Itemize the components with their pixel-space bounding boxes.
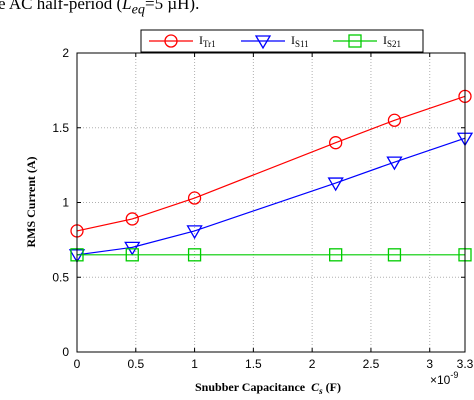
y-axis-label: RMS Current (A): [24, 156, 38, 247]
x-tick-label: 2: [309, 357, 316, 371]
x-axis-label-symbol-sub: s: [318, 386, 323, 396]
series-line: [76, 95, 466, 232]
x-axis-label: Snubber Capacitance Cs (F): [195, 380, 341, 396]
x-tick-label: 2.5: [363, 357, 380, 371]
data-point-marker: [386, 156, 403, 171]
legend: ITr1 IS11 IS21: [140, 29, 424, 53]
caption-symbol: L: [122, 0, 132, 13]
legend-label-subscript: S11: [295, 39, 309, 49]
x-tick-label: 0: [74, 357, 81, 371]
caption-subscript: eq: [131, 1, 145, 18]
y-tick-label: 0.5: [52, 270, 69, 284]
x-tick-label: 3.3: [457, 357, 474, 371]
series-layer: [68, 89, 474, 264]
legend-label: ITr1: [199, 33, 216, 49]
series-line: [76, 137, 466, 256]
data-point-marker: [187, 191, 202, 205]
legend-marker: [164, 34, 178, 48]
y-tick-label: 1: [62, 196, 69, 210]
plot-area: [77, 53, 465, 352]
x-axis-label-text: Snubber Capacitance: [195, 380, 306, 394]
data-point-marker: [125, 212, 139, 226]
y-tick-label: 1.5: [52, 121, 69, 135]
legend-label-symbol: I: [383, 33, 387, 47]
legend-marker: [254, 35, 272, 50]
figure-caption-fragment: e AC half-period (Leq=5 µH).: [0, 0, 199, 18]
legend-label: IS11: [291, 33, 309, 49]
data-point-marker: [187, 248, 202, 262]
x-exponent-power: -9: [450, 370, 458, 380]
caption-suffix: =5 µH).: [145, 0, 200, 13]
legend-label: IS21: [383, 33, 401, 49]
x-tick-label: 1.5: [245, 357, 262, 371]
x-exponent-base: ×10: [430, 373, 451, 387]
x-axis-exponent: ×10-9: [430, 370, 458, 387]
data-point-marker: [387, 248, 402, 262]
x-axis-label-unit: (F): [326, 380, 341, 394]
legend-marker: [348, 34, 362, 48]
data-point-marker: [387, 113, 402, 127]
caption-prefix: e AC half-period (: [0, 0, 123, 13]
legend-label-symbol: I: [199, 33, 203, 47]
legend-label-symbol: I: [291, 33, 295, 47]
legend-label-subscript: S21: [387, 39, 401, 49]
y-tick-label: 2: [62, 46, 69, 60]
data-point-marker: [329, 136, 343, 150]
x-tick-label: 3: [426, 357, 433, 371]
y-tick-label: 0: [62, 345, 69, 359]
data-point-marker: [327, 177, 344, 192]
data-point-marker: [186, 225, 203, 240]
x-tick-label: 0.5: [127, 357, 144, 371]
data-point-marker: [329, 248, 343, 262]
x-axis-label-symbol: C: [311, 380, 320, 394]
axis-ticks: 0 0.5 1 1.5 2 2.5 3 3.3 0 0.5 1 1.5 2: [52, 46, 473, 371]
x-tick-label: 1: [191, 357, 198, 371]
data-point-marker: [125, 248, 139, 262]
legend-label-subscript: Tr1: [203, 39, 216, 49]
